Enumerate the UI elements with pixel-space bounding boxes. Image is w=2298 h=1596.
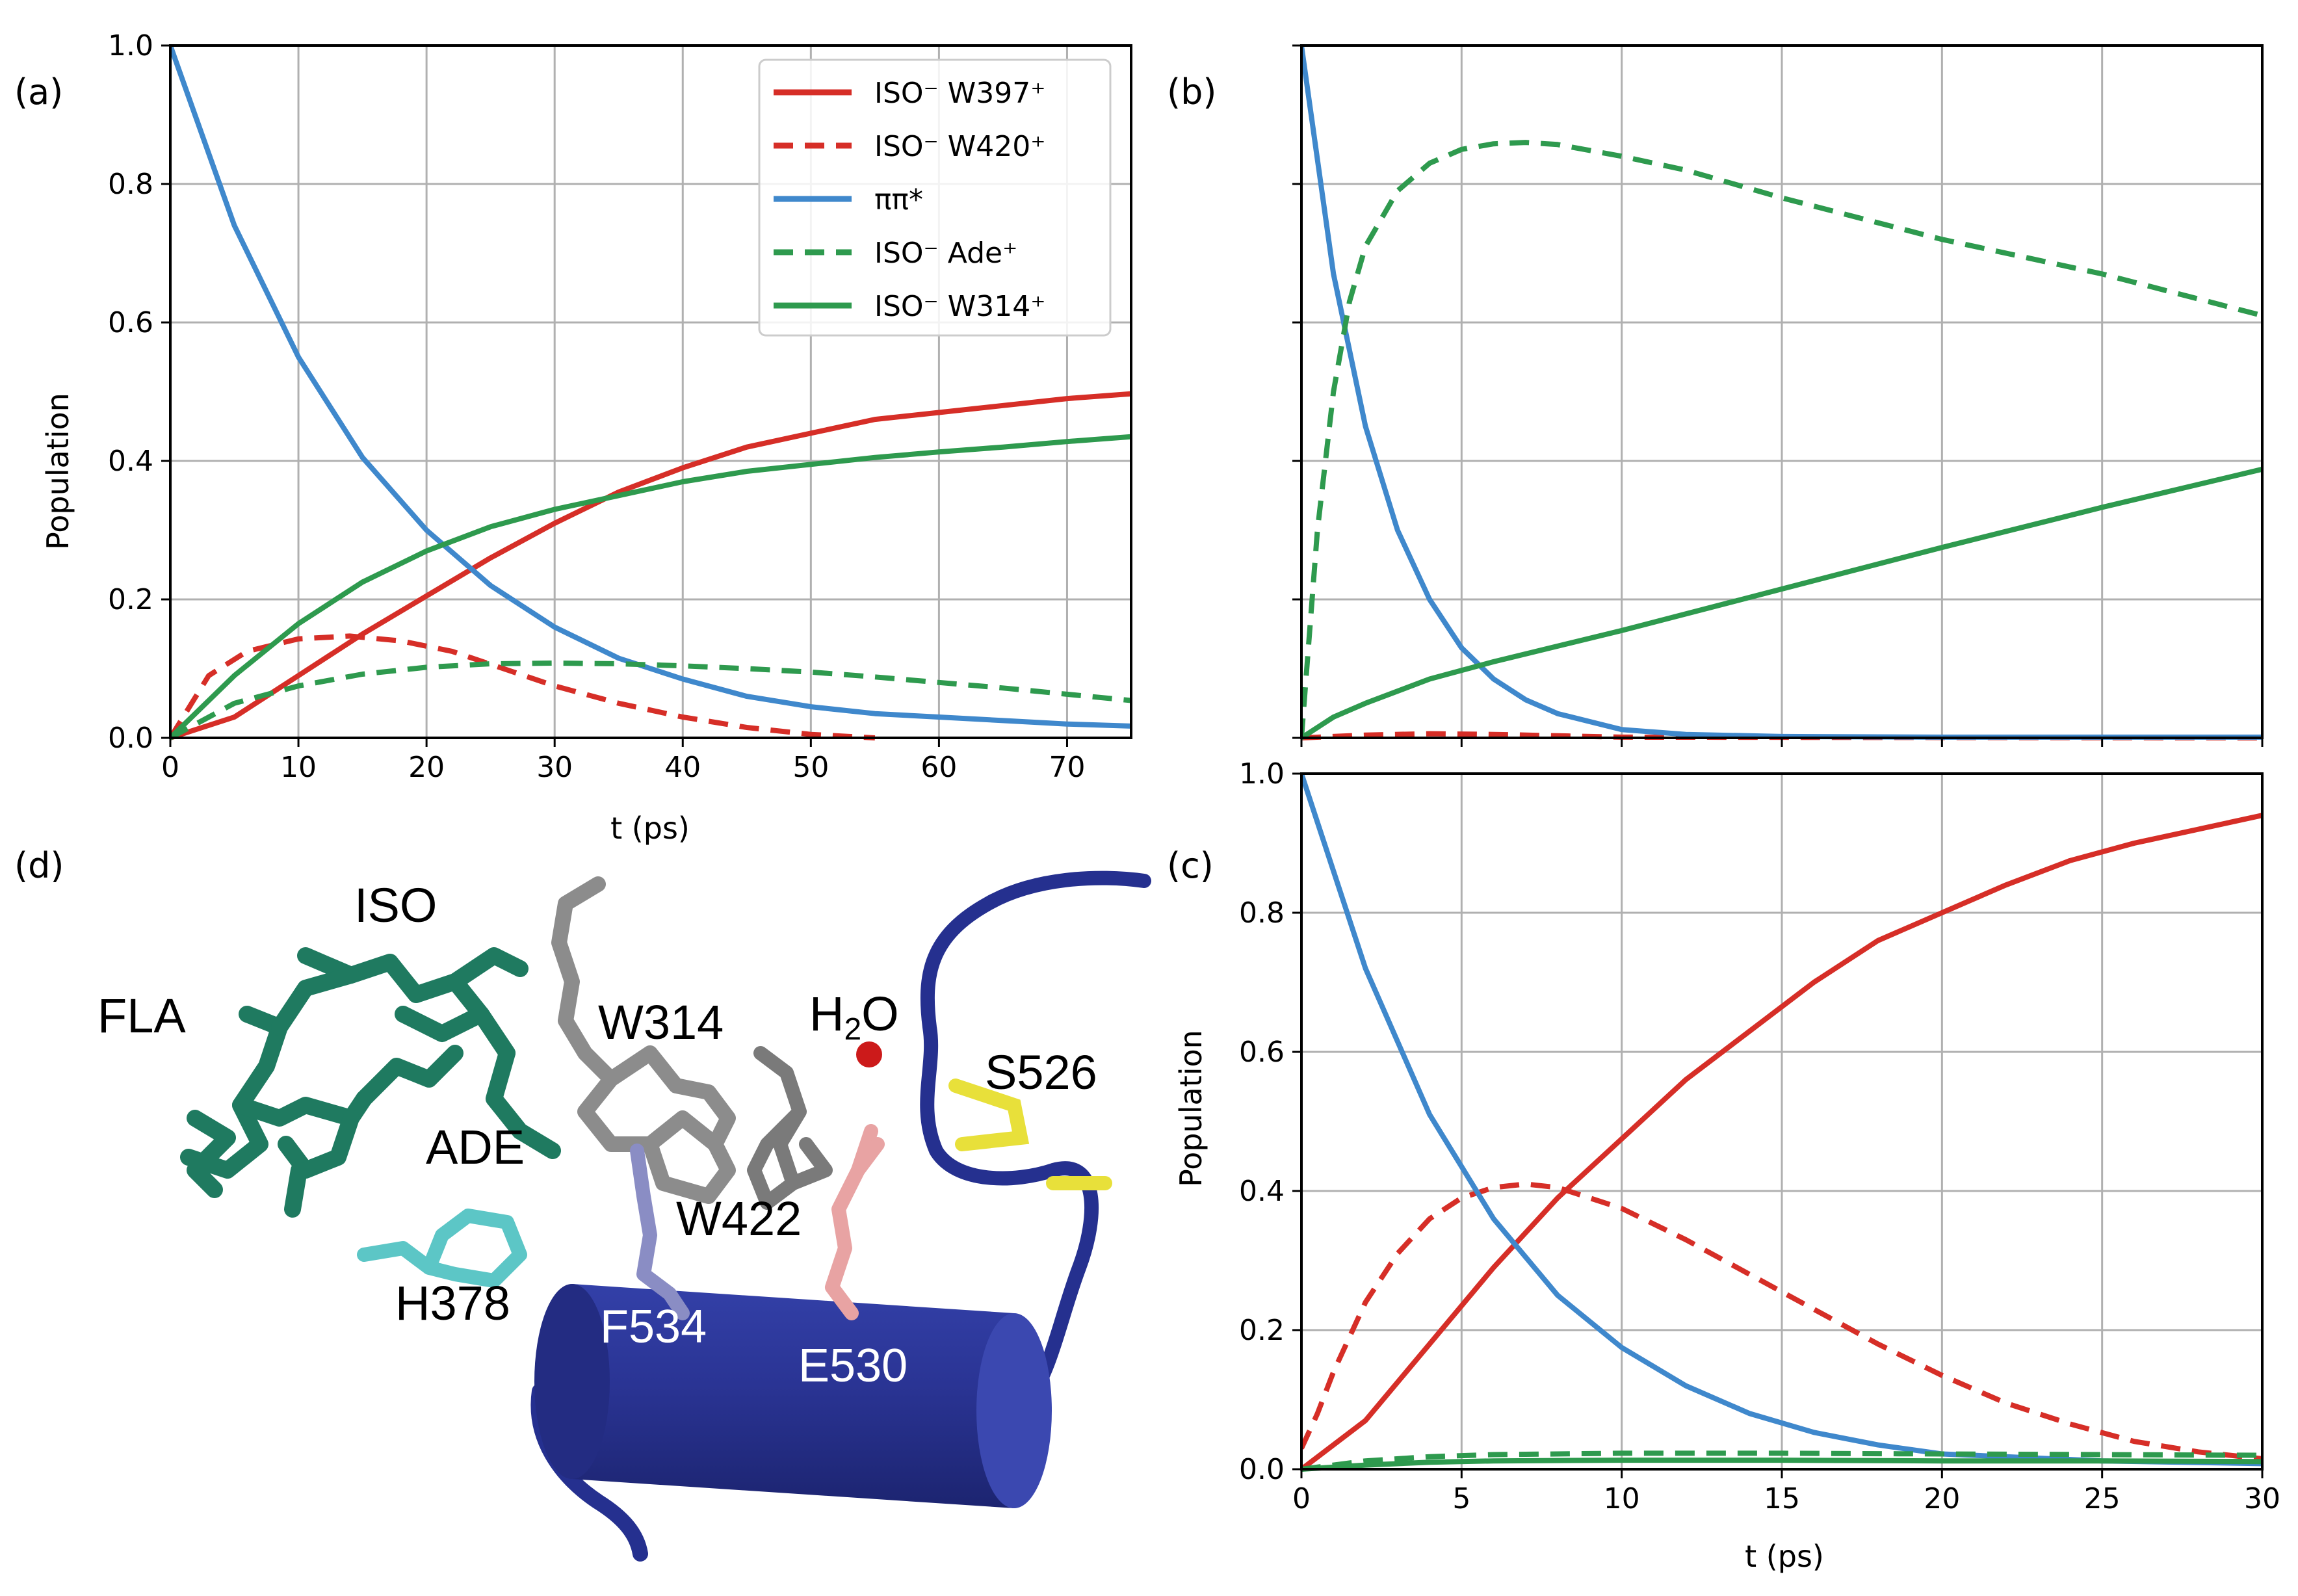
x-tick-label: 25: [2084, 1482, 2121, 1515]
x-tick-label: 20: [408, 751, 445, 784]
panel-a-letter: (a): [14, 72, 63, 112]
y-tick-label: 0.8: [1239, 896, 1285, 930]
label-w422: W422: [676, 1192, 802, 1246]
legend-label: ISO⁻ W420⁺: [874, 130, 1045, 163]
helix-cylinder: [534, 1284, 1052, 1508]
x-tick-label: 5: [1452, 1482, 1470, 1515]
h378-residue-sticks: [357, 1209, 527, 1288]
label-f534: F534: [600, 1301, 707, 1353]
legend-label: ISO⁻ Ade⁺: [874, 237, 1017, 270]
series-line-green-solid: [1301, 466, 2262, 740]
panel-c-letter: (c): [1167, 845, 1214, 886]
series-line-green-solid: [1301, 1458, 2262, 1472]
label-e530: E530: [798, 1340, 907, 1392]
panel-b-letter: (b): [1167, 72, 1216, 112]
water-oxygen-sphere: [856, 1041, 882, 1067]
x-tick-label: 30: [2244, 1482, 2280, 1515]
label-ade: ADE: [426, 1120, 525, 1174]
y-tick-label: 0.6: [108, 306, 153, 339]
x-tick-label: 40: [664, 751, 701, 784]
y-tick-label: 0.4: [108, 445, 153, 478]
x-tick-label: 50: [792, 751, 829, 784]
panel-a-chart: 0 10 20 30 40 50 60 70 0.0 0.2 0.4 0.6 0.8 1.0 t (ps)…: [14, 29, 1132, 846]
panel-b-ticks: [1292, 44, 2264, 747]
f534-residue-sticks: [630, 1144, 690, 1320]
panel-a-series: [170, 44, 1131, 740]
x-tick-label: 10: [1604, 1482, 1640, 1515]
series-line-green-dashed: [1301, 140, 2262, 739]
y-tick-label: 0.2: [1239, 1314, 1285, 1347]
y-tick-label: 0.8: [108, 168, 153, 201]
label-h2o: H2O: [809, 987, 899, 1047]
panel-c-series: [1301, 772, 2262, 1472]
y-tick-label: 0.4: [1239, 1175, 1285, 1208]
x-tick-label: 0: [1292, 1482, 1311, 1515]
x-tick-label: 15: [1764, 1482, 1800, 1515]
x-tick-label: 70: [1049, 751, 1085, 784]
x-tick-label: 10: [280, 751, 317, 784]
series-line-red-dashed: [1301, 1181, 2262, 1461]
w422-residue-sticks: [747, 1046, 833, 1210]
panel-a-frame: [169, 44, 1132, 739]
y-tick-label: 0.0: [1239, 1453, 1285, 1486]
panel-b-chart: (b): [1167, 44, 2264, 747]
panel-d-molecular-structure: (d): [14, 845, 1151, 1562]
label-w314: W314: [598, 995, 724, 1049]
y-tick-label: 1.0: [108, 29, 153, 62]
panel-a-ylabel: Population: [40, 393, 75, 550]
series-line-red-dashed: [170, 633, 876, 740]
x-tick-label: 30: [536, 751, 573, 784]
series-line-blue-solid: [170, 44, 1131, 729]
panel-c-chart: 0 5 10 15 20 25 30 0.0 0.2 0.4 0.6 0.8 1.0 t (ps) Po…: [1167, 757, 2280, 1574]
label-h2o-h: H: [809, 987, 844, 1041]
panel-b-grid: [1300, 44, 2264, 739]
series-line-blue-solid: [1301, 45, 2262, 740]
y-tick-label: 1.0: [1239, 757, 1285, 791]
legend-label: ππ*: [874, 183, 923, 216]
series-line-red-solid: [1301, 813, 2262, 1472]
panel-a-ticks: 0 10 20 30 40 50 60 70 0.0 0.2 0.4 0.6 0.8 1.0: [108, 29, 1085, 784]
y-tick-label: 0.0: [108, 722, 153, 755]
legend-label: ISO⁻ W314⁺: [874, 290, 1045, 323]
panel-c-ylabel: Population: [1173, 1030, 1208, 1187]
series-line-red-solid: [170, 391, 1131, 740]
panel-d-letter: (d): [14, 845, 64, 886]
label-fla: FLA: [98, 989, 186, 1043]
y-tick-label: 0.6: [1239, 1036, 1285, 1069]
panel-c-ticks: 0 5 10 15 20 25 30 0.0 0.2 0.4 0.6 0.8 1.0: [1239, 757, 2280, 1515]
w314-residue-sticks: [551, 876, 736, 1204]
y-tick-label: 0.2: [108, 583, 153, 616]
panel-c-xlabel: t (ps): [1745, 1539, 1824, 1574]
series-line-green-dashed: [170, 661, 1131, 740]
legend: ISO⁻ W397⁺ ISO⁻ W420⁺ ππ* ISO⁻ Ade⁺ ISO⁻ W31…: [758, 59, 1112, 337]
legend-box: [758, 59, 1112, 337]
series-line-green-solid: [170, 434, 1131, 740]
x-tick-label: 0: [161, 751, 179, 784]
label-iso: ISO: [354, 878, 437, 932]
label-s526: S526: [985, 1045, 1097, 1099]
s526-residue-sticks: [948, 1079, 1112, 1190]
panel-a-xlabel: t (ps): [610, 811, 690, 846]
e530-residue-sticks: [825, 1124, 885, 1320]
panel-c-grid: [1300, 772, 2264, 1471]
label-h378: H378: [395, 1276, 510, 1330]
x-tick-label: 20: [1924, 1482, 1960, 1515]
series-line-green-dashed: [1301, 1450, 2262, 1472]
label-h2o-o: O: [861, 987, 899, 1041]
fla-ade-cofactor-sticks: [180, 947, 561, 1218]
legend-label: ISO⁻ W397⁺: [874, 77, 1045, 110]
protein-backbone-ribbon: [920, 870, 1151, 1411]
x-tick-label: 60: [921, 751, 957, 784]
label-h2o-sub: 2: [844, 1012, 861, 1047]
